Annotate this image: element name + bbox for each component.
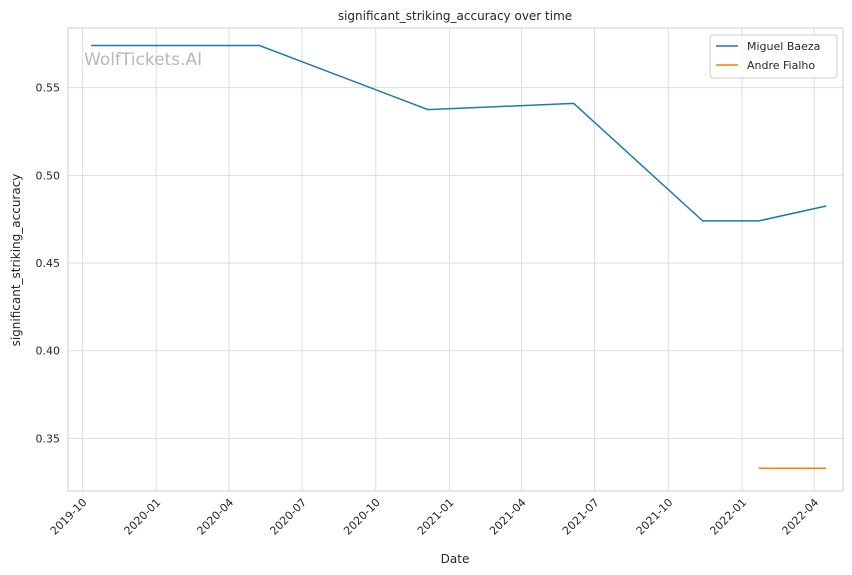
- y-tick-label: 0.45: [36, 257, 61, 270]
- watermark: WolfTickets.AI: [84, 50, 202, 70]
- grid-lines: [68, 28, 843, 491]
- y-tick-label: 0.35: [36, 432, 61, 445]
- x-axis-label: Date: [441, 552, 470, 566]
- legend-label: Andre Fialho: [747, 59, 815, 72]
- series-line: [91, 44, 827, 222]
- y-tick-label: 0.55: [36, 82, 61, 95]
- y-axis-label: significant_striking_accuracy: [9, 174, 23, 347]
- y-axis-ticks: 0.35 0.40 0.45 0.50 0.55: [36, 82, 61, 446]
- legend: Miguel Baeza Andre Fialho: [709, 34, 838, 79]
- plot-frame: [67, 27, 844, 492]
- legend-label: Miguel Baeza: [747, 40, 820, 53]
- chart-title: significant_striking_accuracy over time: [338, 9, 572, 23]
- y-tick-label: 0.50: [36, 169, 61, 182]
- y-tick-label: 0.40: [36, 345, 61, 358]
- series-lines: [91, 44, 827, 469]
- legend-box: [709, 34, 838, 79]
